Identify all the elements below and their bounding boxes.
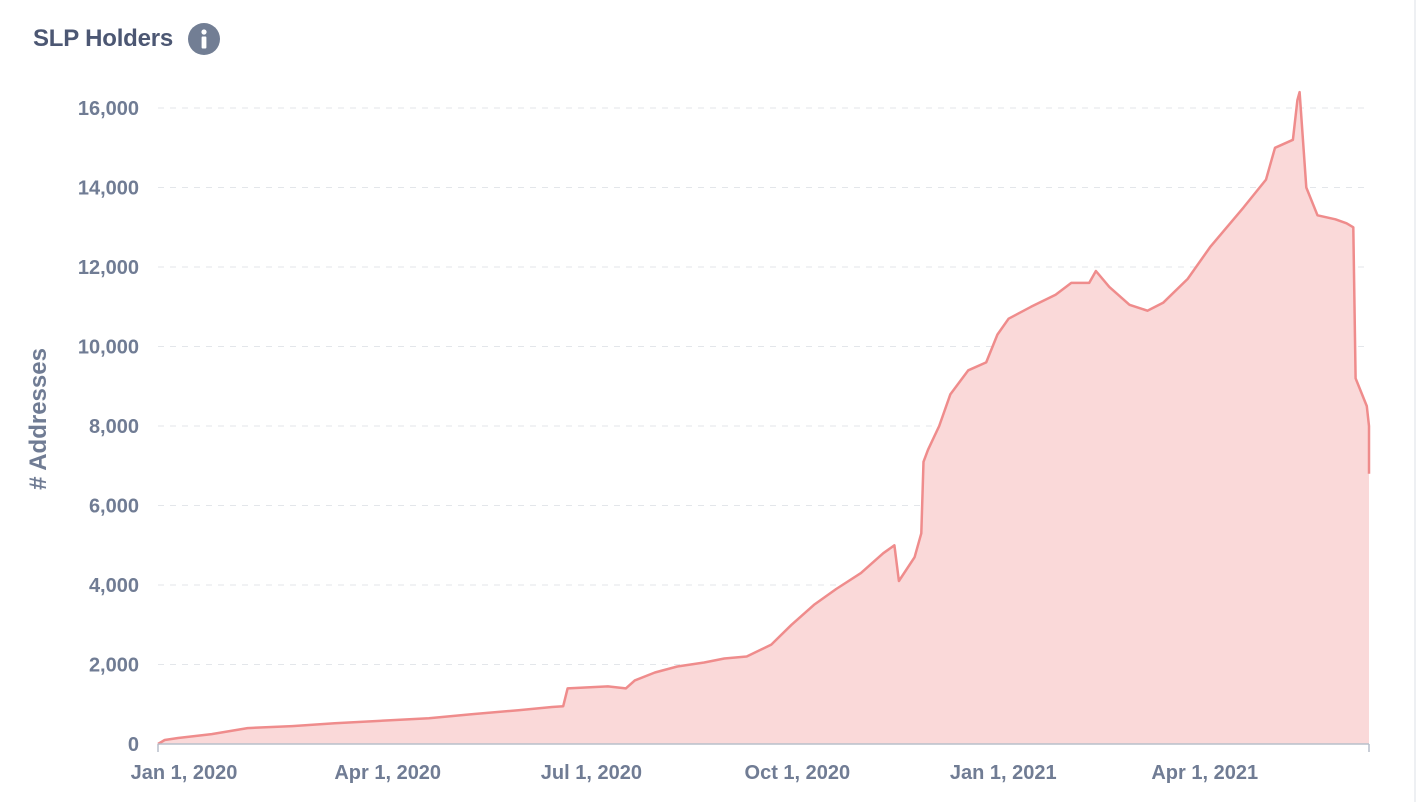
y-tick-label: 12,000 bbox=[78, 257, 139, 279]
y-tick-label: 2,000 bbox=[89, 655, 139, 677]
area-series bbox=[157, 90, 1371, 746]
y-tick-label: 16,000 bbox=[78, 98, 139, 120]
x-tick-label: Apr 1, 2020 bbox=[334, 762, 441, 784]
x-tick-label: Oct 1, 2020 bbox=[745, 762, 851, 784]
card-right-border bbox=[1414, 0, 1416, 802]
y-tick-label: 0 bbox=[128, 734, 139, 756]
x-axis: Jan 1, 2020 Apr 1, 2020 Jul 1, 2020 Oct 1, … bbox=[131, 743, 1370, 784]
info-icon[interactable] bbox=[187, 22, 221, 56]
series-line[interactable] bbox=[157, 90, 1371, 746]
card-header: SLP Holders bbox=[33, 22, 221, 56]
y-tick-label: 4,000 bbox=[89, 575, 139, 597]
area-fill bbox=[158, 92, 1369, 745]
card-title: SLP Holders bbox=[33, 25, 174, 52]
x-tick-label: Apr 1, 2021 bbox=[1151, 762, 1258, 784]
y-axis-title: # Addresses bbox=[25, 348, 52, 490]
y-axis: 0 2,000 4,000 6,000 8,000 10,000 12,000 14,000 1… bbox=[78, 98, 139, 756]
x-tick-label: Jul 1, 2020 bbox=[541, 762, 642, 784]
y-tick-label: 6,000 bbox=[89, 496, 139, 518]
y-tick-label: 10,000 bbox=[78, 337, 139, 359]
x-tick-label: Jan 1, 2021 bbox=[950, 762, 1057, 784]
y-tick-label: 14,000 bbox=[78, 178, 139, 200]
y-tick-label: 8,000 bbox=[89, 416, 139, 438]
x-tick-label: Jan 1, 2020 bbox=[131, 762, 238, 784]
